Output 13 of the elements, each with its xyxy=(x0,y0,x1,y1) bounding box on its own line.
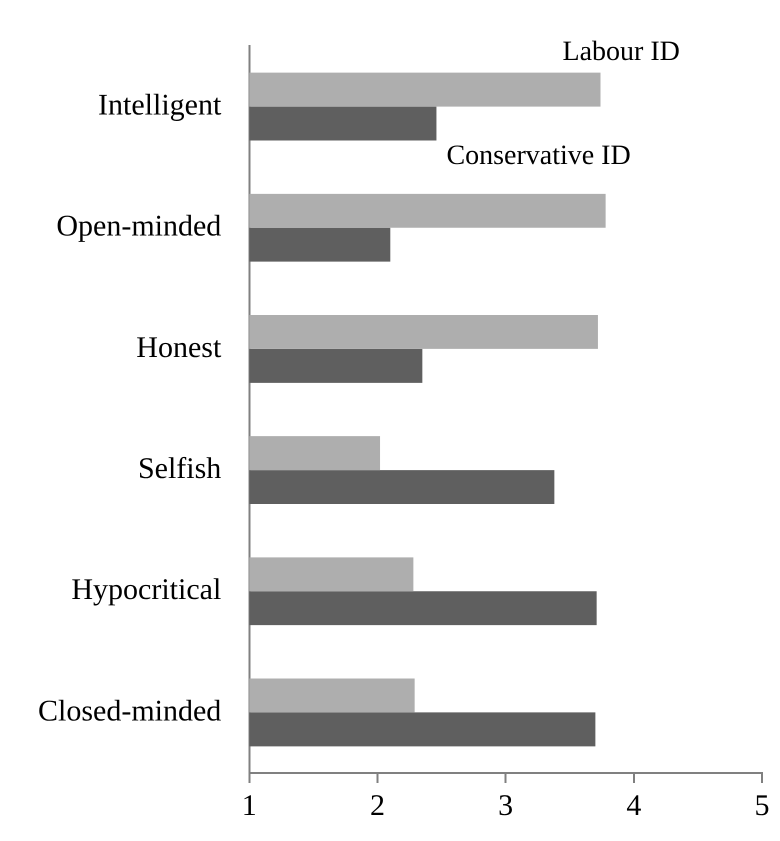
x-tick-label: 1 xyxy=(242,788,257,822)
x-tick-label: 2 xyxy=(370,788,385,822)
x-tick-label: 3 xyxy=(498,788,514,822)
y-tick-label: Intelligent xyxy=(98,88,222,122)
y-tick-label: Selfish xyxy=(138,452,222,485)
y-tick-label: Hypocritical xyxy=(71,573,222,606)
x-tick-label: 5 xyxy=(754,788,770,822)
series-label: Conservative ID xyxy=(446,140,631,171)
series-label: Labour ID xyxy=(562,36,680,68)
y-tick-label: Closed-minded xyxy=(38,694,222,728)
y-tick-label: Honest xyxy=(136,330,222,364)
x-tick-label: 4 xyxy=(626,788,642,822)
y-tick-label: Open-minded xyxy=(56,210,222,243)
